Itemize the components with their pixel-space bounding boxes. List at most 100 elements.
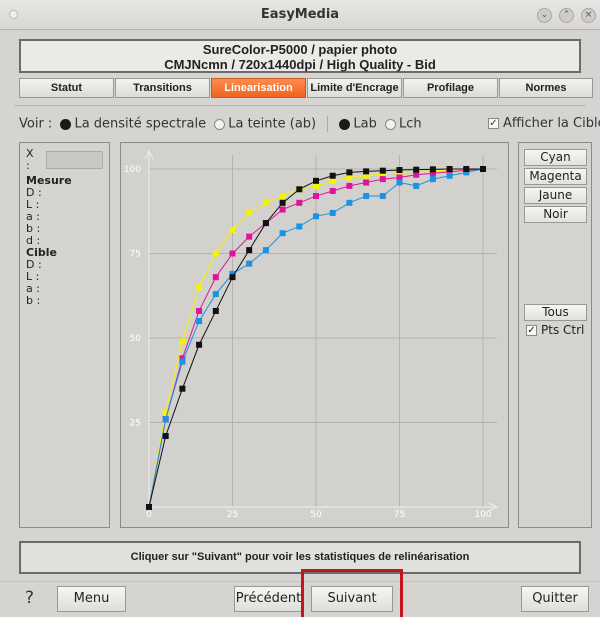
series-0-point-1	[162, 409, 169, 416]
radio-lab[interactable]	[339, 118, 351, 130]
magenta-button[interactable]: Magenta	[524, 168, 587, 185]
x-input[interactable]	[46, 151, 103, 169]
show-target-option[interactable]: ✓ Afficher la Cible	[488, 116, 600, 131]
series-3-point-0	[146, 504, 152, 510]
view-options: Voir : La densité spectrale La teinte (a…	[19, 116, 422, 132]
series-1-point-8	[279, 206, 286, 213]
voir-label: Voir :	[19, 116, 53, 132]
x-tick-label-3: 75	[394, 510, 405, 520]
series-3-point-10	[313, 177, 319, 184]
series-0-point-14	[379, 171, 386, 178]
series-3-point-7	[262, 220, 269, 227]
series-0-point-7	[262, 199, 269, 206]
linearisation-chart[interactable]: 0 25 50 75 100 25 50 75 100	[120, 142, 509, 528]
pts-ctrl-option[interactable]: ✓ Pts Ctrl	[526, 323, 584, 337]
window-menu-icon[interactable]	[9, 10, 18, 19]
series-3-point-12	[346, 169, 353, 176]
minimize-icon[interactable]: ⌄	[537, 8, 552, 23]
y-axis-arrow	[144, 149, 154, 160]
series-2-point-6	[246, 260, 253, 267]
header-line1: SureColor-P5000 / papier photo	[202, 42, 398, 57]
series-3-point-11	[329, 172, 336, 179]
series-2-point-15	[396, 179, 403, 186]
highlight-box	[301, 569, 403, 617]
series-1-point-5	[229, 250, 236, 257]
x-label: X :	[26, 147, 34, 172]
series-3-point-15	[396, 167, 403, 174]
series-3-point-8	[279, 199, 286, 206]
series-0-point-11	[329, 177, 336, 184]
help-icon[interactable]: ?	[25, 588, 35, 608]
tab-profilage[interactable]: Profilage	[403, 78, 498, 98]
pts-ctrl-label[interactable]: Pts Ctrl	[541, 323, 585, 337]
cyan-button[interactable]: Cyan	[524, 149, 587, 166]
series-0-point-4	[212, 250, 219, 257]
series-2-point-2	[179, 358, 186, 365]
series-1-point-9	[296, 199, 303, 206]
series-3-point-16	[413, 166, 420, 173]
series-1-point-3	[196, 307, 203, 314]
tab-normes[interactable]: Normes	[499, 78, 593, 98]
series-2-point-12	[346, 199, 353, 206]
radio-teinte-label[interactable]: La teinte (ab)	[228, 116, 317, 132]
radio-teinte[interactable]	[214, 118, 226, 130]
mesure-dd: d :	[26, 234, 41, 247]
x-tick-label-0: 0	[146, 510, 152, 520]
series-2-point-7	[262, 247, 269, 254]
mesure-d: D :	[26, 186, 42, 199]
radio-lch[interactable]	[385, 118, 397, 130]
bottom-divider	[0, 581, 600, 582]
series-0-point-5	[229, 226, 236, 233]
title-bar: EasyMedia ⌄ ⌃ ×	[0, 0, 600, 30]
series-0-point-10	[313, 182, 319, 189]
tab-linearisation[interactable]: Linearisation	[211, 78, 306, 98]
series-2-point-13	[363, 193, 370, 200]
series-3-point-13	[363, 168, 370, 175]
series-1-point-14	[379, 176, 386, 183]
radio-density[interactable]	[60, 118, 72, 130]
header-line2: CMJNcmn / 720x1440dpi / High Quality - B…	[164, 57, 436, 72]
menu-button[interactable]: Menu	[57, 586, 126, 612]
series-3-point-2	[179, 385, 186, 392]
series-3-point-18	[446, 166, 453, 172]
series-1-point-16	[413, 171, 420, 178]
jaune-button[interactable]: Jaune	[524, 187, 587, 204]
series-1-point-4	[212, 274, 219, 281]
series-2-point-5	[229, 270, 236, 277]
radio-density-label[interactable]: La densité spectrale	[74, 116, 207, 132]
quitter-button[interactable]: Quitter	[521, 586, 589, 612]
radio-lab-label[interactable]: Lab	[353, 116, 377, 132]
series-1-point-6	[246, 233, 253, 240]
series-1-point-11	[329, 187, 336, 194]
series-2-point-16	[413, 182, 420, 189]
show-target-checkbox[interactable]: ✓	[488, 118, 499, 129]
suivant-button[interactable]: Suivant	[311, 586, 393, 612]
series-2-point-1	[162, 416, 169, 423]
tab-transitions[interactable]: Transitions	[115, 78, 210, 98]
window-title: EasyMedia	[260, 7, 340, 22]
chart-svg[interactable]: 0 25 50 75 100 25 50 75 100	[121, 143, 510, 529]
pts-ctrl-checkbox[interactable]: ✓	[526, 325, 537, 336]
printer-header: SureColor-P5000 / papier photo CMJNcmn /…	[19, 39, 581, 73]
series-0-point-6	[246, 209, 253, 216]
radio-lch-label[interactable]: Lch	[399, 116, 422, 132]
mesure-title: Mesure	[26, 174, 72, 187]
series-2-point-8	[279, 230, 286, 237]
noir-button[interactable]: Noir	[524, 206, 587, 223]
precedent-button[interactable]: Précédent	[234, 586, 303, 612]
tab-statut[interactable]: Statut	[19, 78, 114, 98]
close-icon[interactable]: ×	[581, 8, 596, 23]
cible-a: a :	[26, 282, 40, 295]
tous-button[interactable]: Tous	[524, 304, 587, 321]
channel-panel: Cyan Magenta Jaune Noir Tous ✓ Pts Ctrl	[518, 142, 592, 528]
x-tick-label-1: 25	[227, 510, 238, 520]
maximize-icon[interactable]: ⌃	[559, 8, 574, 23]
show-target-label[interactable]: Afficher la Cible	[503, 116, 600, 131]
series-3-point-5	[229, 274, 236, 281]
series-0-point-3	[196, 284, 203, 291]
series-3-point-14	[379, 167, 386, 174]
series-3-point-17	[429, 166, 436, 173]
series-2-point-18	[446, 172, 453, 179]
series-1-point-2	[179, 355, 186, 362]
tab-limite-encrage[interactable]: Limite d'Encrage	[307, 78, 402, 98]
